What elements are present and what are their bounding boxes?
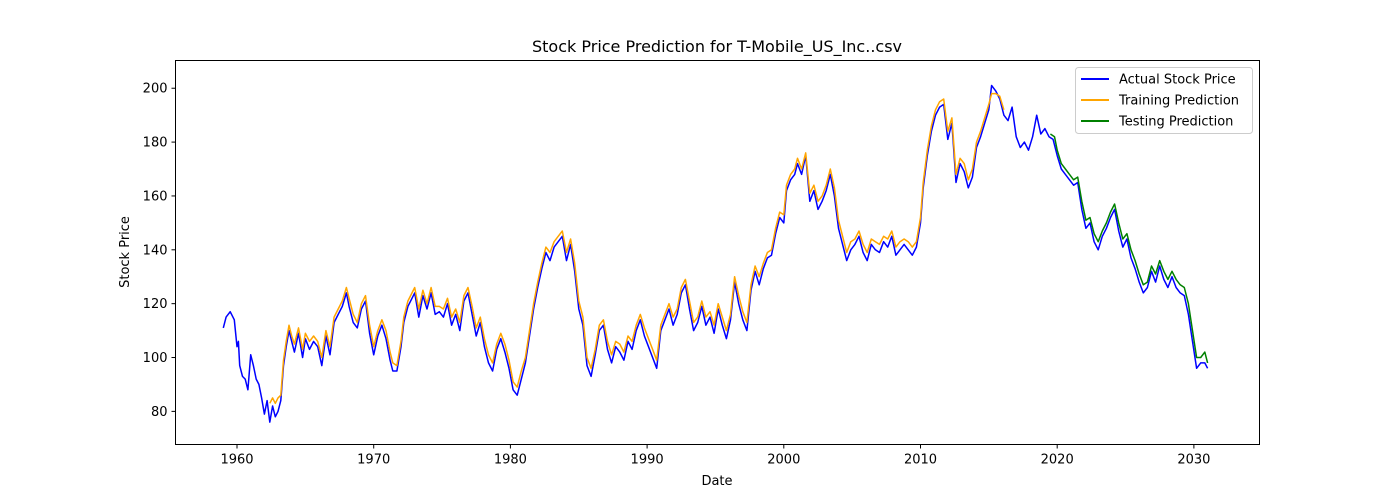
legend-label: Actual Stock Price bbox=[1119, 73, 1236, 88]
y-tick-label: 120 bbox=[143, 297, 168, 312]
plot-frame bbox=[175, 60, 1260, 445]
y-tick-label: 180 bbox=[143, 136, 168, 151]
y-axis: 80 100 120 140 160 180 200 bbox=[143, 82, 176, 420]
x-tick-label: 1990 bbox=[631, 453, 664, 468]
x-tick-label: 1960 bbox=[220, 453, 253, 468]
legend: Actual Stock Price Training Prediction Tes… bbox=[1075, 67, 1253, 134]
series-layer bbox=[222, 84, 1209, 423]
series-line-testing-prediction bbox=[1049, 133, 1209, 364]
x-tick-label: 2030 bbox=[1177, 453, 1210, 468]
chart-title: Stock Price Prediction for T-Mobile_US_I… bbox=[532, 37, 902, 57]
legend-label: Testing Prediction bbox=[1118, 115, 1233, 130]
y-tick-label: 140 bbox=[143, 243, 168, 258]
y-tick-label: 100 bbox=[143, 351, 168, 366]
y-tick-label: 200 bbox=[143, 82, 168, 97]
series-line-training-prediction bbox=[269, 92, 1005, 405]
y-axis-label: Stock Price bbox=[118, 216, 133, 288]
x-tick-label: 1980 bbox=[494, 453, 527, 468]
x-tick-label: 2010 bbox=[904, 453, 937, 468]
legend-box bbox=[1075, 67, 1253, 134]
y-tick-label: 80 bbox=[151, 405, 168, 420]
x-tick-label: 2000 bbox=[767, 453, 800, 468]
x-tick-label: 1970 bbox=[357, 453, 390, 468]
x-axis-label: Date bbox=[701, 474, 732, 489]
legend-label: Training Prediction bbox=[1118, 94, 1239, 109]
series-line-actual-stock-price bbox=[222, 84, 1209, 423]
y-tick-label: 160 bbox=[143, 189, 168, 204]
x-axis: 1960 1970 1980 1990 2000 2010 2020 2030 bbox=[220, 444, 1210, 468]
x-tick-label: 2020 bbox=[1041, 453, 1074, 468]
